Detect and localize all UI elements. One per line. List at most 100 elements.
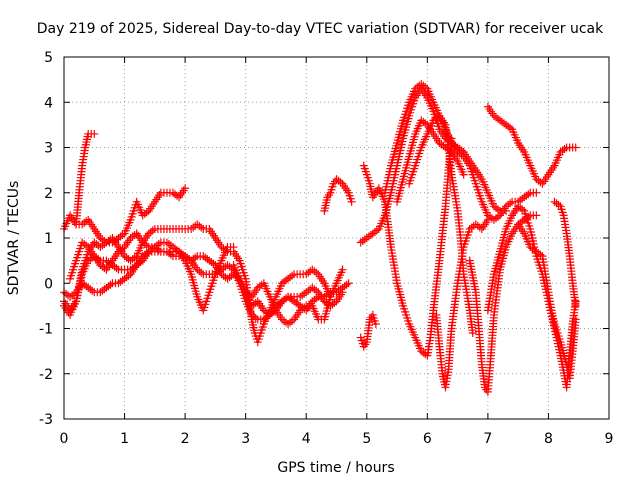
data-point-marker [467, 223, 476, 232]
data-point-marker [128, 264, 137, 273]
data-point-marker [82, 217, 91, 226]
data-point-marker [106, 259, 115, 268]
data-point-marker [516, 203, 525, 212]
data-point-marker [126, 234, 135, 242]
data-point-marker [534, 176, 543, 185]
data-point-marker [310, 267, 319, 276]
data-point-marker [571, 143, 580, 152]
data-point-marker [142, 241, 151, 250]
x-tick-label: 9 [605, 431, 614, 447]
data-point-marker [334, 176, 343, 185]
data-point-marker [86, 285, 95, 294]
data-point-marker [288, 316, 297, 325]
data-point-marker [312, 286, 321, 295]
data-point-marker [552, 199, 561, 208]
data-point-marker [241, 288, 250, 297]
data-point-marker [251, 298, 260, 307]
x-tick-label: 6 [423, 431, 432, 447]
data-point-marker [112, 264, 121, 273]
data-point-marker [90, 238, 99, 247]
data-point-marker [201, 253, 210, 262]
data-point-marker [534, 249, 543, 258]
data-point-marker [203, 255, 212, 264]
y-tick-label: -3 [39, 412, 53, 428]
data-track [359, 134, 456, 360]
data-point-marker [223, 274, 232, 283]
data-point-marker [342, 280, 351, 289]
data-point-marker [536, 250, 545, 259]
data-point-marker [86, 255, 95, 264]
data-point-marker [417, 116, 426, 125]
data-point-marker [411, 84, 420, 93]
data-point-marker [217, 265, 226, 274]
data-point-marker [504, 200, 513, 209]
data-point-marker [193, 265, 202, 274]
data-point-marker [366, 230, 375, 239]
data-point-marker [471, 220, 480, 229]
data-point-marker [571, 315, 580, 324]
data-point-marker [417, 347, 426, 356]
data-point-marker [489, 202, 498, 211]
data-point-marker [332, 175, 341, 184]
data-point-marker [245, 291, 254, 300]
data-point-marker [518, 217, 527, 226]
data-point-marker [336, 178, 345, 187]
data-point-marker [100, 264, 109, 273]
data-point-marker [286, 273, 295, 282]
data-point-marker [96, 234, 105, 242]
y-tick-label: 4 [44, 95, 53, 111]
data-point-marker [491, 214, 500, 223]
y-tick-label: 3 [44, 141, 53, 157]
data-point-marker [560, 145, 569, 154]
data-point-marker [191, 253, 200, 262]
data-track [483, 102, 580, 188]
data-point-marker [82, 241, 91, 250]
data-point-marker [368, 229, 377, 238]
data-points [60, 80, 580, 396]
data-track [514, 220, 580, 383]
data-point-marker [498, 117, 507, 126]
data-point-marker [419, 81, 428, 90]
data-point-marker [130, 253, 139, 262]
data-point-marker [536, 178, 545, 187]
data-point-marker [473, 221, 482, 230]
data-point-marker [78, 238, 87, 247]
data-point-marker [142, 249, 151, 258]
data-point-marker [215, 267, 224, 276]
data-point-marker [179, 250, 188, 259]
data-point-marker [468, 329, 477, 338]
data-point-marker [304, 286, 313, 295]
data-point-marker [312, 294, 321, 303]
data-track [550, 197, 580, 310]
data-track [380, 80, 541, 224]
data-point-marker [211, 270, 220, 279]
data-point-marker [108, 261, 117, 270]
data-point-marker [128, 255, 137, 264]
data-point-marker [199, 252, 208, 261]
data-point-marker [118, 244, 127, 253]
data-point-marker [275, 298, 284, 307]
data-point-marker [130, 230, 139, 239]
data-point-marker [164, 249, 173, 258]
data-point-marker [528, 244, 537, 253]
data-point-marker [173, 246, 182, 255]
data-point-marker [110, 262, 119, 271]
data-point-marker [310, 285, 319, 294]
data-point-marker [247, 310, 256, 319]
chart-title: Day 219 of 2025, Sidereal Day-to-day VTE… [37, 21, 604, 37]
data-point-marker [122, 273, 131, 282]
y-tick-label: -2 [39, 367, 53, 383]
data-point-marker [96, 288, 105, 297]
data-point-marker [126, 256, 135, 265]
data-point-marker [164, 240, 173, 249]
data-point-marker [282, 276, 291, 285]
data-track [432, 215, 492, 392]
data-point-marker [183, 253, 192, 262]
y-tick-label: 5 [44, 50, 53, 66]
data-point-marker [195, 267, 204, 276]
data-point-marker [80, 280, 89, 289]
data-point-marker [532, 211, 541, 220]
data-point-marker [118, 230, 127, 239]
data-point-marker [300, 289, 309, 298]
data-point-marker [185, 255, 194, 264]
